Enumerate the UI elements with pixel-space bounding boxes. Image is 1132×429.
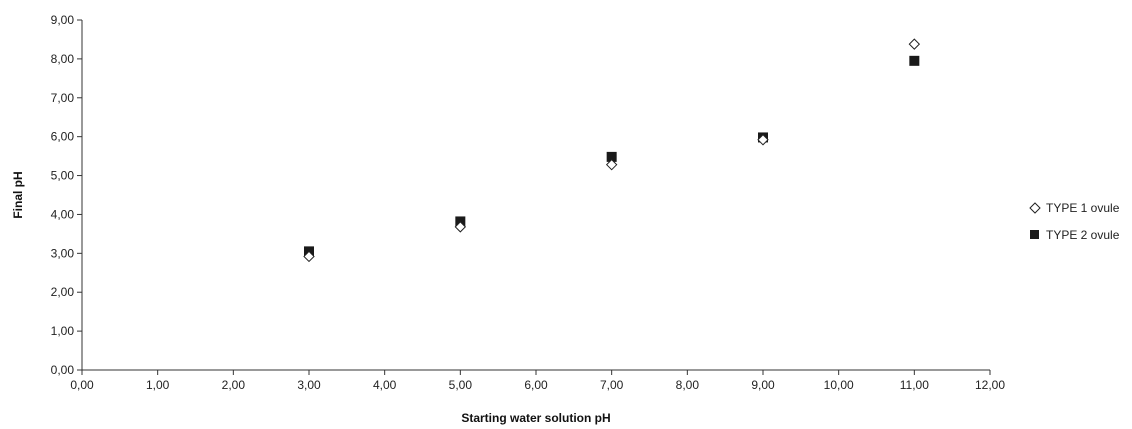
y-tick-label: 1,00 xyxy=(51,324,75,338)
x-tick-label: 9,00 xyxy=(751,378,775,392)
x-tick-label: 11,00 xyxy=(900,378,929,392)
x-tick-label: 6,00 xyxy=(524,378,548,392)
x-tick-label: 7,00 xyxy=(600,378,624,392)
legend-label-type1: TYPE 1 ovule xyxy=(1046,201,1120,215)
legend-item-type1: TYPE 1 ovule xyxy=(1029,201,1120,215)
data-points xyxy=(303,38,921,263)
legend-marker-filled-square-icon xyxy=(1030,230,1039,239)
legend-marker-open-diamond-icon xyxy=(1029,202,1041,214)
legend-label-type2: TYPE 2 ovule xyxy=(1046,228,1120,242)
y-tick-label: 6,00 xyxy=(51,130,75,144)
data-point-type1 xyxy=(605,158,618,171)
data-point-type1 xyxy=(757,134,769,146)
y-tick-label: 8,00 xyxy=(51,52,75,66)
x-tick-label: 8,00 xyxy=(676,378,700,392)
axes xyxy=(81,20,990,371)
y-tick-label: 5,00 xyxy=(51,169,75,183)
data-point-type1 xyxy=(908,38,921,50)
legend: TYPE 1 ovule TYPE 2 ovule xyxy=(1029,201,1120,242)
x-tick-label: 12,00 xyxy=(975,378,1005,392)
x-tick-label: 4,00 xyxy=(373,378,397,392)
x-tick-label: 2,00 xyxy=(222,378,246,392)
y-tick-label: 3,00 xyxy=(51,246,75,260)
x-tick-label: 0,00 xyxy=(70,378,94,392)
x-ticks: 0,00 1,00 2,00 3,00 4,00 5,00 6,00 7,00 8,00 9,00… xyxy=(70,370,1005,392)
data-point-type1 xyxy=(454,221,467,233)
y-tick-label: 0,00 xyxy=(51,363,75,377)
x-axis-title: Starting water solution pH xyxy=(461,411,610,425)
x-tick-label: 1,00 xyxy=(146,378,170,392)
legend-item-type2: TYPE 2 ovule xyxy=(1030,228,1120,242)
x-tick-label: 3,00 xyxy=(297,378,321,392)
x-tick-label: 10,00 xyxy=(824,378,854,392)
y-ticks: 0,00 1,00 2,00 3,00 4,00 5,00 6,00 7,00 8,00 9,00 xyxy=(51,13,82,377)
y-tick-label: 2,00 xyxy=(51,285,75,299)
y-tick-label: 4,00 xyxy=(51,207,75,221)
y-tick-label: 9,00 xyxy=(51,13,75,27)
y-tick-label: 7,00 xyxy=(51,91,75,105)
data-point-type2 xyxy=(909,55,920,66)
y-axis-title: Final pH xyxy=(11,171,25,218)
x-tick-label: 5,00 xyxy=(449,378,473,392)
data-point-type2 xyxy=(606,151,617,162)
data-point-type1 xyxy=(303,250,315,263)
